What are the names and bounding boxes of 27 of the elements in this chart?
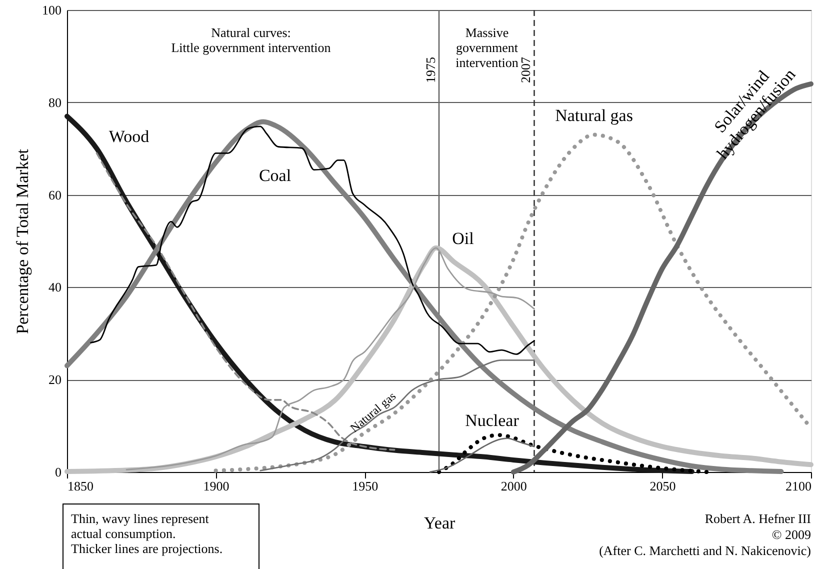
annotation: Oil <box>452 229 474 248</box>
annotation: Coal <box>258 166 292 185</box>
annotation: Natural gas <box>555 106 633 125</box>
text: Robert A. Hefner III <box>704 511 811 526</box>
text: Thin, wavy lines represent actual consumption. Thicker lines are projections. <box>71 511 223 556</box>
y-axis-title: Percentage of Total Market <box>13 148 32 334</box>
x-tick-label: 2050 <box>650 478 676 494</box>
x-tick-label: 2100 <box>786 478 812 494</box>
text: © 2009 <box>772 527 811 542</box>
x-tick-label: 1950 <box>352 478 378 494</box>
x-axis-title: Year <box>424 514 456 532</box>
text: (After C. Marchetti and N. Nakicenovic) <box>599 543 811 558</box>
y-tick-label: 40 <box>48 280 62 295</box>
x-tick-label: 2000 <box>500 478 527 494</box>
y-tick-label: 60 <box>48 187 62 202</box>
annotation: Wood <box>108 127 150 146</box>
y-tick-label: 100 <box>42 2 62 18</box>
x-tick-label: 1900 <box>203 478 230 494</box>
ref-line-label: 2007 <box>518 56 534 83</box>
y-tick-label: 20 <box>48 372 62 388</box>
y-tick-label: 0 <box>55 464 62 480</box>
ref-line-label: 1975 <box>423 57 438 83</box>
x-tick-label: 1850 <box>68 478 94 494</box>
y-tick-label: 80 <box>48 94 62 110</box>
annotation: Massive government intervention <box>456 25 519 70</box>
annotation: Nuclear <box>465 411 520 430</box>
annotation: Natural curves: Little government intervention <box>171 25 332 55</box>
